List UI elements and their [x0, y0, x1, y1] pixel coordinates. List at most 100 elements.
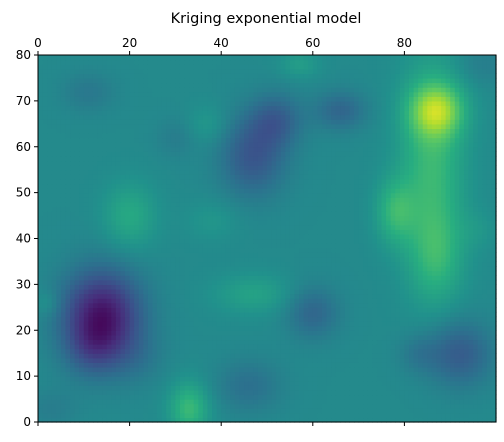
- heatmap-cell: [450, 312, 455, 317]
- heatmap-cell: [185, 261, 190, 266]
- heatmap-cell: [61, 349, 66, 354]
- heatmap-cell: [409, 252, 414, 257]
- heatmap-cell: [459, 206, 464, 211]
- heatmap-cell: [368, 353, 373, 358]
- heatmap-cell: [294, 390, 299, 395]
- heatmap-cell: [299, 211, 304, 216]
- heatmap-cell: [240, 289, 245, 294]
- heatmap-cell: [253, 312, 258, 317]
- heatmap-cell: [473, 197, 478, 202]
- heatmap-cell: [185, 307, 190, 312]
- heatmap-cell: [61, 335, 66, 340]
- heatmap-cell: [441, 229, 446, 234]
- heatmap-cell: [377, 321, 382, 326]
- heatmap-cell: [377, 408, 382, 413]
- heatmap-cell: [272, 216, 277, 221]
- heatmap-cell: [139, 408, 144, 413]
- heatmap-cell: [134, 344, 139, 349]
- heatmap-cell: [258, 335, 263, 340]
- heatmap-cell: [139, 298, 144, 303]
- heatmap-cell: [459, 408, 464, 413]
- heatmap-cell: [70, 252, 75, 257]
- heatmap-cell: [43, 404, 48, 409]
- heatmap-cell: [249, 390, 254, 395]
- heatmap-cell: [313, 271, 318, 276]
- heatmap-cell: [43, 385, 48, 390]
- heatmap-cell: [450, 197, 455, 202]
- heatmap-cell: [395, 280, 400, 285]
- heatmap-cell: [317, 394, 322, 399]
- heatmap-cell: [272, 408, 277, 413]
- heatmap-cell: [75, 372, 80, 377]
- heatmap-cell: [185, 408, 190, 413]
- heatmap-cell: [418, 202, 423, 207]
- heatmap-cell: [391, 335, 396, 340]
- heatmap-cell: [386, 284, 391, 289]
- heatmap-cell: [450, 367, 455, 372]
- heatmap-cell: [125, 330, 130, 335]
- heatmap-cell: [487, 275, 492, 280]
- heatmap-cell: [418, 261, 423, 266]
- heatmap-cell: [180, 225, 185, 230]
- heatmap-cell: [469, 234, 474, 239]
- heatmap-cell: [134, 358, 139, 363]
- heatmap-cell: [455, 339, 460, 344]
- heatmap-cell: [180, 248, 185, 253]
- heatmap-cell: [340, 197, 345, 202]
- heatmap-cell: [130, 261, 135, 266]
- heatmap-cell: [226, 408, 231, 413]
- heatmap-cell: [61, 408, 66, 413]
- heatmap-cell: [404, 220, 409, 225]
- heatmap-cell: [359, 326, 364, 331]
- heatmap-cell: [272, 193, 277, 198]
- heatmap-cell: [446, 239, 451, 244]
- heatmap-cell: [414, 239, 419, 244]
- heatmap-cell: [235, 220, 240, 225]
- heatmap-cell: [427, 280, 432, 285]
- heatmap-cell: [125, 312, 130, 317]
- heatmap-cell: [262, 385, 267, 390]
- heatmap-cell: [404, 413, 409, 418]
- heatmap-cell: [469, 266, 474, 271]
- heatmap-cell: [207, 206, 212, 211]
- heatmap-cell: [79, 376, 84, 381]
- heatmap-cell: [98, 243, 103, 248]
- heatmap-cell: [134, 339, 139, 344]
- heatmap-cell: [299, 275, 304, 280]
- heatmap-cell: [432, 211, 437, 216]
- heatmap-cell: [111, 399, 116, 404]
- heatmap-cell: [75, 284, 80, 289]
- heatmap-cell: [427, 372, 432, 377]
- heatmap-cell: [276, 303, 281, 308]
- heatmap-cell: [56, 271, 61, 276]
- heatmap-cell: [235, 239, 240, 244]
- heatmap-cell: [221, 330, 226, 335]
- heatmap-cell: [198, 376, 203, 381]
- heatmap-cell: [207, 294, 212, 299]
- heatmap-cell: [469, 312, 474, 317]
- heatmap-cell: [299, 312, 304, 317]
- heatmap-cell: [459, 372, 464, 377]
- heatmap-cell: [139, 358, 144, 363]
- heatmap-cell: [203, 385, 208, 390]
- heatmap-cell: [382, 330, 387, 335]
- heatmap-cell: [349, 261, 354, 266]
- heatmap-cell: [240, 261, 245, 266]
- heatmap-cell: [354, 252, 359, 257]
- heatmap-cell: [38, 335, 43, 340]
- heatmap-cell: [331, 376, 336, 381]
- heatmap-cell: [226, 234, 231, 239]
- heatmap-cell: [120, 216, 125, 221]
- heatmap-cell: [267, 335, 272, 340]
- heatmap-cell: [203, 216, 208, 221]
- heatmap-cell: [52, 312, 57, 317]
- heatmap-cell: [441, 275, 446, 280]
- heatmap-cell: [70, 289, 75, 294]
- heatmap-cell: [299, 284, 304, 289]
- heatmap-cell: [464, 376, 469, 381]
- heatmap-cell: [84, 394, 89, 399]
- heatmap-cell: [102, 381, 107, 386]
- heatmap-cell: [469, 225, 474, 230]
- heatmap-cell: [372, 239, 377, 244]
- heatmap-cell: [441, 326, 446, 331]
